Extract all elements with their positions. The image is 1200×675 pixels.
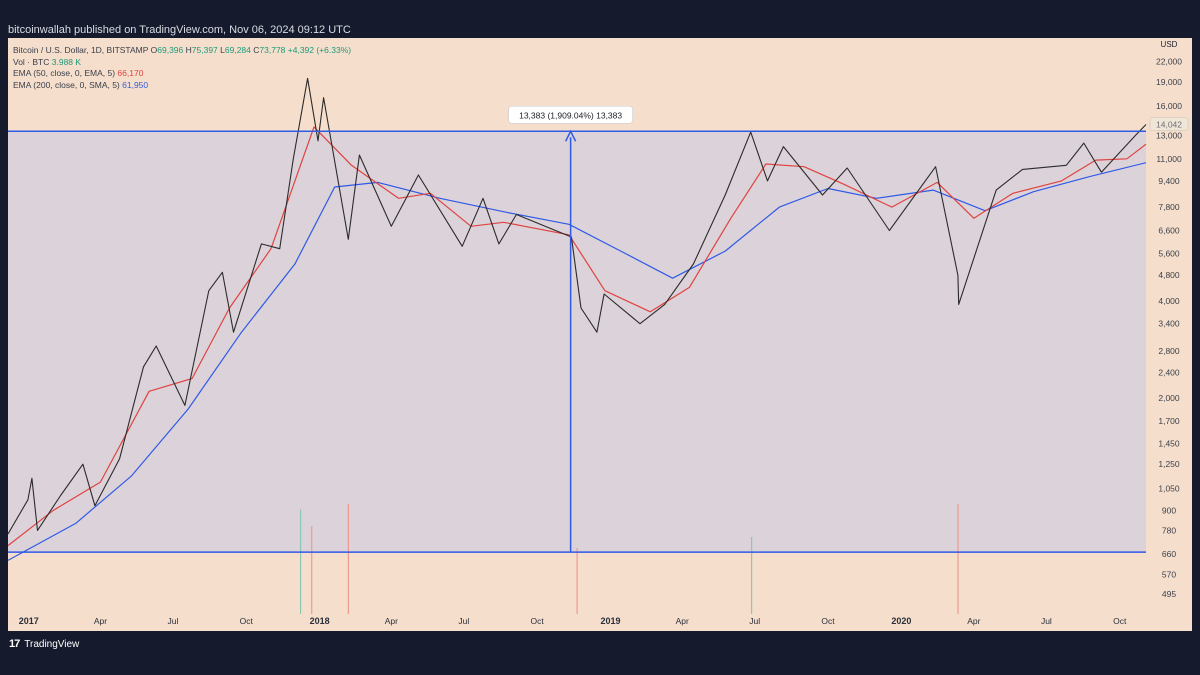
y-tick-label: 13,000 xyxy=(1156,130,1182,140)
range-arrow-head xyxy=(564,129,577,142)
y-tick-label: 495 xyxy=(1162,589,1176,599)
x-tick-label: 2020 xyxy=(891,616,911,626)
publisher-line: bitcoinwallah published on TradingView.c… xyxy=(8,24,351,36)
x-tick-label: 2018 xyxy=(310,616,330,626)
x-tick-label: Jul xyxy=(168,616,179,626)
x-tick-label: Oct xyxy=(531,616,545,626)
x-tick-label: Jul xyxy=(749,616,760,626)
ema200-label: EMA (200, close, 0, SMA, 5) xyxy=(13,79,120,90)
volume-value: 3.988 K xyxy=(51,56,82,67)
y-tick-label: 22,000 xyxy=(1156,56,1182,66)
chart-legend: Bitcoin / U.S. Dollar, 1D, BITSTAMP O69,… xyxy=(13,45,351,91)
x-tick-label: Oct xyxy=(1113,616,1127,626)
ema50-line xyxy=(7,126,1147,547)
ohlc-high: H75,397 xyxy=(185,45,218,55)
y-tick-label: 2,000 xyxy=(1158,393,1180,403)
y-tick-label: 19,000 xyxy=(1156,77,1182,87)
y-tick-label: 4,000 xyxy=(1158,296,1180,306)
y-tick-label: 900 xyxy=(1162,505,1176,515)
legend-symbol-row: Bitcoin / U.S. Dollar, 1D, BITSTAMP O69,… xyxy=(13,45,351,57)
tradingview-logo[interactable]: 17 TradingView xyxy=(9,638,79,650)
price-series-line xyxy=(7,77,1147,535)
x-tick-label: Oct xyxy=(240,616,254,626)
y-tick-label: 4,800 xyxy=(1158,270,1180,280)
y-tick-label: 1,050 xyxy=(1158,484,1180,494)
footer-bar xyxy=(0,631,1200,675)
x-tick-label: 2017 xyxy=(19,616,39,626)
y-tick-label: 5,600 xyxy=(1158,249,1180,259)
ema200-value: 61,950 xyxy=(122,79,149,90)
volume-bar xyxy=(311,526,313,614)
y-tick-label: 2,400 xyxy=(1158,368,1180,378)
ohlc-close: C73,778 xyxy=(253,45,286,55)
x-tick-label: Apr xyxy=(967,616,980,626)
y-tick-label: 660 xyxy=(1162,549,1176,559)
volume-bar xyxy=(957,504,959,614)
y-tick-label: 7,800 xyxy=(1158,202,1180,212)
legend-volume-row[interactable]: Vol · BTC 3.988 K xyxy=(13,57,351,69)
current-price-label: 14,042 xyxy=(1156,120,1182,130)
x-tick-label: Apr xyxy=(94,616,107,626)
x-tick-label: 2019 xyxy=(600,616,620,626)
ohlc-change: +4,392 (+6.33%) xyxy=(287,45,352,55)
y-tick-label: 1,700 xyxy=(1158,416,1180,426)
volume-bar xyxy=(347,504,349,614)
x-tick-label: Oct xyxy=(821,616,835,626)
current-price-badge xyxy=(1149,117,1189,131)
volume-bar xyxy=(299,509,302,614)
x-tick-label: Jul xyxy=(1041,616,1052,626)
y-tick-label: 780 xyxy=(1162,525,1176,535)
volume-label: Vol · BTC xyxy=(13,56,50,67)
y-tick-label: 1,450 xyxy=(1158,438,1180,448)
y-tick-label: 1,250 xyxy=(1158,459,1180,469)
tradingview-name: TradingView xyxy=(24,638,80,650)
x-tick-label: Apr xyxy=(676,616,689,626)
volume-bar xyxy=(576,548,578,614)
y-tick-label: 2,800 xyxy=(1158,346,1180,356)
y-tick-label: 16,000 xyxy=(1156,101,1182,111)
range-label-box xyxy=(508,105,633,124)
volume-bar xyxy=(751,537,753,614)
ema50-label: EMA (50, close, 0, EMA, 5) xyxy=(13,68,116,78)
price-axis-unit[interactable]: USD xyxy=(1160,40,1178,49)
x-tick-label: Jul xyxy=(458,616,469,626)
y-tick-label: 11,000 xyxy=(1156,154,1182,164)
y-tick-label: 9,400 xyxy=(1158,176,1180,186)
x-tick-label: Apr xyxy=(385,616,398,626)
ema200-line xyxy=(7,162,1147,561)
y-tick-label: 3,400 xyxy=(1158,319,1180,329)
y-tick-label: 6,600 xyxy=(1158,226,1180,236)
tradingview-logo-icon: 17 xyxy=(9,638,20,650)
y-tick-label: 570 xyxy=(1162,569,1176,579)
symbol-label[interactable]: Bitcoin / U.S. Dollar, 1D, BITSTAMP xyxy=(13,45,149,55)
ohlc-open: O69,396 xyxy=(150,45,184,55)
ema50-value: 66,170 xyxy=(117,68,144,78)
price-range-band xyxy=(8,131,1146,553)
range-label-text: 13,383 (1,909.04%) 13,383 xyxy=(519,110,622,120)
legend-ema50-row[interactable]: EMA (50, close, 0, EMA, 5) 66,170 xyxy=(13,68,351,80)
ohlc-low: L69,284 xyxy=(220,45,251,55)
legend-ema200-row[interactable]: EMA (200, close, 0, SMA, 5) 61,950 xyxy=(13,80,351,92)
